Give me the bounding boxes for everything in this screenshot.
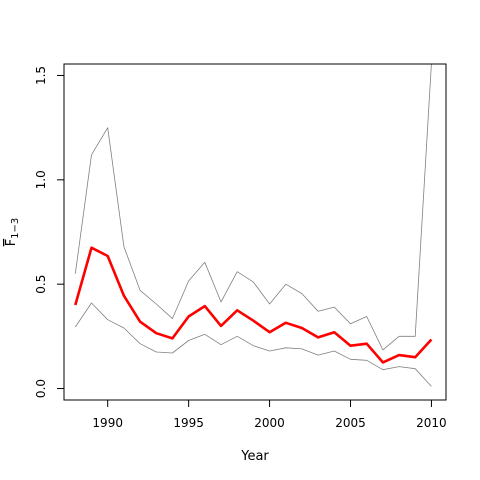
y-tick-label: 1.0 xyxy=(34,170,48,189)
plot-frame xyxy=(63,63,447,401)
svg-text:F1−3: F1−3 xyxy=(4,218,21,247)
y-axis-label-subscript: 1−3 xyxy=(10,218,21,239)
x-axis-label: Year xyxy=(240,449,269,464)
y-axis: 0.0 0.5 1.0 1.5 xyxy=(34,66,65,398)
y-tick-label: 0.5 xyxy=(34,275,48,294)
series-line-lower-bound xyxy=(74,302,432,387)
series-line-estimate xyxy=(74,246,433,364)
series-line-upper-bound xyxy=(74,63,432,351)
y-axis-label-main: F xyxy=(4,239,19,246)
x-tick-label: 2010 xyxy=(416,416,447,430)
x-axis: 1990 1995 2000 2005 2010 xyxy=(92,399,447,430)
x-tick-label: 1990 xyxy=(92,416,123,430)
x-tick-label: 2005 xyxy=(335,416,366,430)
x-tick-label: 1995 xyxy=(173,416,204,430)
x-tick-label: 2000 xyxy=(254,416,285,430)
y-tick-label: 1.5 xyxy=(34,66,48,85)
y-axis-label: F1−3 xyxy=(4,218,21,247)
y-tick-label: 0.0 xyxy=(34,379,48,398)
series-layer xyxy=(74,63,433,387)
